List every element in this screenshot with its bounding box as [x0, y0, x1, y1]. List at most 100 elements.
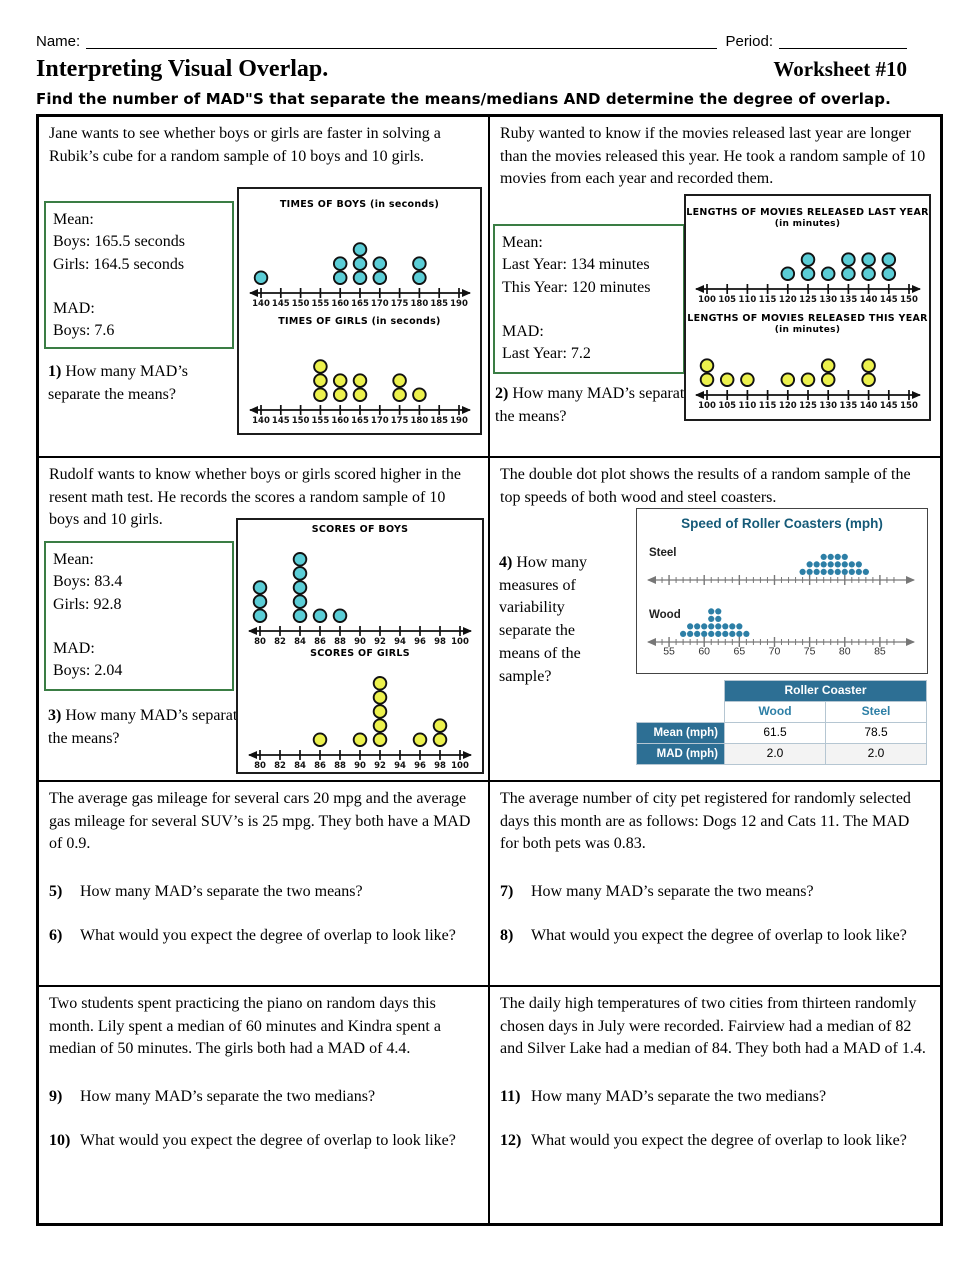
- plot-title: SCORES OF BOYS: [311, 524, 409, 536]
- svg-text:150: 150: [291, 299, 309, 306]
- svg-text:100: 100: [698, 295, 716, 302]
- svg-text:82: 82: [274, 637, 286, 644]
- svg-text:170: 170: [370, 416, 388, 423]
- question-text: How many MAD’s separate the means?: [495, 385, 692, 425]
- question-text: How many MAD’s separate the two medians?: [531, 1088, 827, 1106]
- svg-text:185: 185: [430, 416, 448, 423]
- svg-text:80: 80: [254, 761, 266, 768]
- movies-last-year-dot-plot: 100 105 110 115 120 125 130 135 140 145 150: [694, 252, 921, 302]
- name-label: Name:: [36, 33, 81, 50]
- dot-plot-panel-movies: LENGTHS OF MOVIES RELEASED LAST YEAR (in…: [684, 194, 931, 421]
- svg-text:125: 125: [799, 401, 817, 408]
- svg-text:84: 84: [294, 761, 306, 768]
- question-text: How many measures of variability separat…: [499, 554, 587, 685]
- svg-text:80: 80: [254, 637, 266, 644]
- problem-text: The double dot plot shows the results of…: [500, 466, 911, 506]
- question-number: 4): [499, 554, 513, 571]
- problem-1-cell: Jane wants to see whether boys or girls …: [39, 117, 490, 456]
- table-row: Mean (mph) 61.5 78.5: [636, 722, 927, 744]
- svg-text:175: 175: [390, 299, 408, 306]
- svg-text:110: 110: [738, 295, 756, 302]
- svg-text:125: 125: [799, 295, 817, 302]
- svg-text:92: 92: [374, 761, 386, 768]
- plot-title: LENGTHS OF MOVIES RELEASED THIS YEAR (in…: [687, 313, 928, 336]
- title-row: Interpreting Visual Overlap. Worksheet #…: [36, 56, 907, 83]
- svg-text:135: 135: [839, 295, 857, 302]
- times-of-girls-dot-plot: 140 145 150 155 160 165 170 175 180 185 190: [248, 358, 471, 423]
- svg-text:190: 190: [450, 416, 468, 423]
- mad-steel-value: 2.0: [825, 743, 927, 765]
- svg-text:90: 90: [354, 637, 366, 644]
- chart-title: Speed of Roller Coasters (mph): [681, 516, 883, 531]
- svg-text:150: 150: [900, 295, 918, 302]
- svg-text:130: 130: [819, 295, 837, 302]
- question-4: 4) How many measures of variability sepa…: [499, 552, 617, 688]
- svg-text:120: 120: [778, 295, 796, 302]
- svg-text:140: 140: [252, 299, 270, 306]
- question-text: How many MAD’s separate the two means?: [80, 883, 363, 901]
- problem-text: The average number of city pet registere…: [500, 790, 911, 853]
- question-number: 10): [49, 1131, 71, 1149]
- svg-text:86: 86: [314, 637, 326, 644]
- problem-7-8-cell: The average number of city pet registere…: [490, 782, 940, 985]
- scores-of-boys-dot-plot: 80 82 84 86 88 90 92 94 96 98 100: [248, 551, 472, 644]
- svg-text:140: 140: [252, 416, 270, 423]
- plot-title: SCORES OF GIRLS: [310, 648, 410, 660]
- svg-text:60: 60: [698, 646, 710, 656]
- svg-text:98: 98: [434, 637, 446, 644]
- svg-text:105: 105: [718, 401, 736, 408]
- svg-text:88: 88: [334, 761, 346, 768]
- problem-grid: Jane wants to see whether boys or girls …: [36, 114, 943, 1226]
- svg-text:75: 75: [804, 646, 816, 656]
- grid-row-4: Two students spent practicing the piano …: [39, 985, 940, 1223]
- question-text: How many MAD’s separate the means?: [48, 707, 245, 747]
- question-9: 9) How many MAD’s separate the two media…: [49, 1086, 478, 1109]
- plot-title: LENGTHS OF MOVIES RELEASED LAST YEAR (in…: [686, 207, 929, 230]
- scores-of-girls-dot-plot: 80 82 84 86 88 90 92 94 96 98 100: [248, 675, 472, 768]
- problem-text: Two students spent practicing the piano …: [49, 995, 441, 1058]
- question-number: 2): [495, 385, 509, 402]
- question-text: How many MAD’s separate the two medians?: [80, 1088, 376, 1106]
- svg-text:170: 170: [370, 299, 388, 306]
- problem-2-cell: Ruby wanted to know if the movies releas…: [490, 117, 940, 456]
- plot-title: TIMES OF GIRLS (in seconds): [278, 316, 441, 328]
- problem-5-6-cell: The average gas mileage for several cars…: [39, 782, 490, 985]
- svg-text:115: 115: [758, 295, 776, 302]
- svg-text:100: 100: [451, 761, 469, 768]
- stats-box: Mean: Last Year: 134 minutes This Year: …: [493, 224, 685, 374]
- period-label: Period:: [725, 33, 773, 50]
- mad-wood-value: 2.0: [724, 743, 826, 765]
- svg-text:185: 185: [430, 299, 448, 306]
- svg-text:100: 100: [451, 637, 469, 644]
- question-number: 11): [500, 1088, 521, 1106]
- grid-row-2: Rudolf wants to know whether boys or gir…: [39, 456, 940, 780]
- question-text: What would you expect the degree of over…: [80, 926, 456, 944]
- plot-title: TIMES OF BOYS (in seconds): [279, 199, 440, 211]
- stats-box: Mean: Boys: 165.5 seconds Girls: 164.5 s…: [44, 201, 234, 349]
- row-label-mean: Mean (mph): [636, 722, 725, 744]
- svg-text:190: 190: [450, 299, 468, 306]
- question-5: 5) How many MAD’s separate the two means…: [49, 881, 478, 904]
- page-title: Interpreting Visual Overlap.: [36, 56, 329, 82]
- svg-text:145: 145: [879, 295, 897, 302]
- question-2: 2) How many MAD’s separate the means?: [495, 383, 695, 428]
- question-number: 9): [49, 1088, 63, 1106]
- times-of-boys-dot-plot: 140 145 150 155 160 165 170 175 180 185 190: [248, 242, 471, 306]
- table-row: MAD (mph) 2.0 2.0: [636, 743, 927, 765]
- mean-wood-value: 61.5: [724, 722, 826, 744]
- svg-text:94: 94: [394, 761, 406, 768]
- name-blank: [86, 32, 718, 49]
- svg-text:145: 145: [271, 299, 289, 306]
- svg-text:110: 110: [738, 401, 756, 408]
- svg-text:180: 180: [410, 299, 428, 306]
- problem-text: Jane wants to see whether boys or girls …: [49, 125, 441, 165]
- question-text: What would you expect the degree of over…: [80, 1131, 456, 1149]
- problem-4-cell: The double dot plot shows the results of…: [490, 458, 940, 780]
- question-number: 6): [49, 926, 63, 944]
- svg-text:150: 150: [900, 401, 918, 408]
- svg-text:Wood: Wood: [649, 609, 681, 621]
- svg-text:175: 175: [390, 416, 408, 423]
- question-text: What would you expect the degree of over…: [531, 926, 907, 944]
- question-3: 3) How many MAD’s separate the means?: [48, 705, 248, 750]
- stats-box: Mean: Boys: 83.4 Girls: 92.8 MAD: Boys: …: [44, 541, 234, 691]
